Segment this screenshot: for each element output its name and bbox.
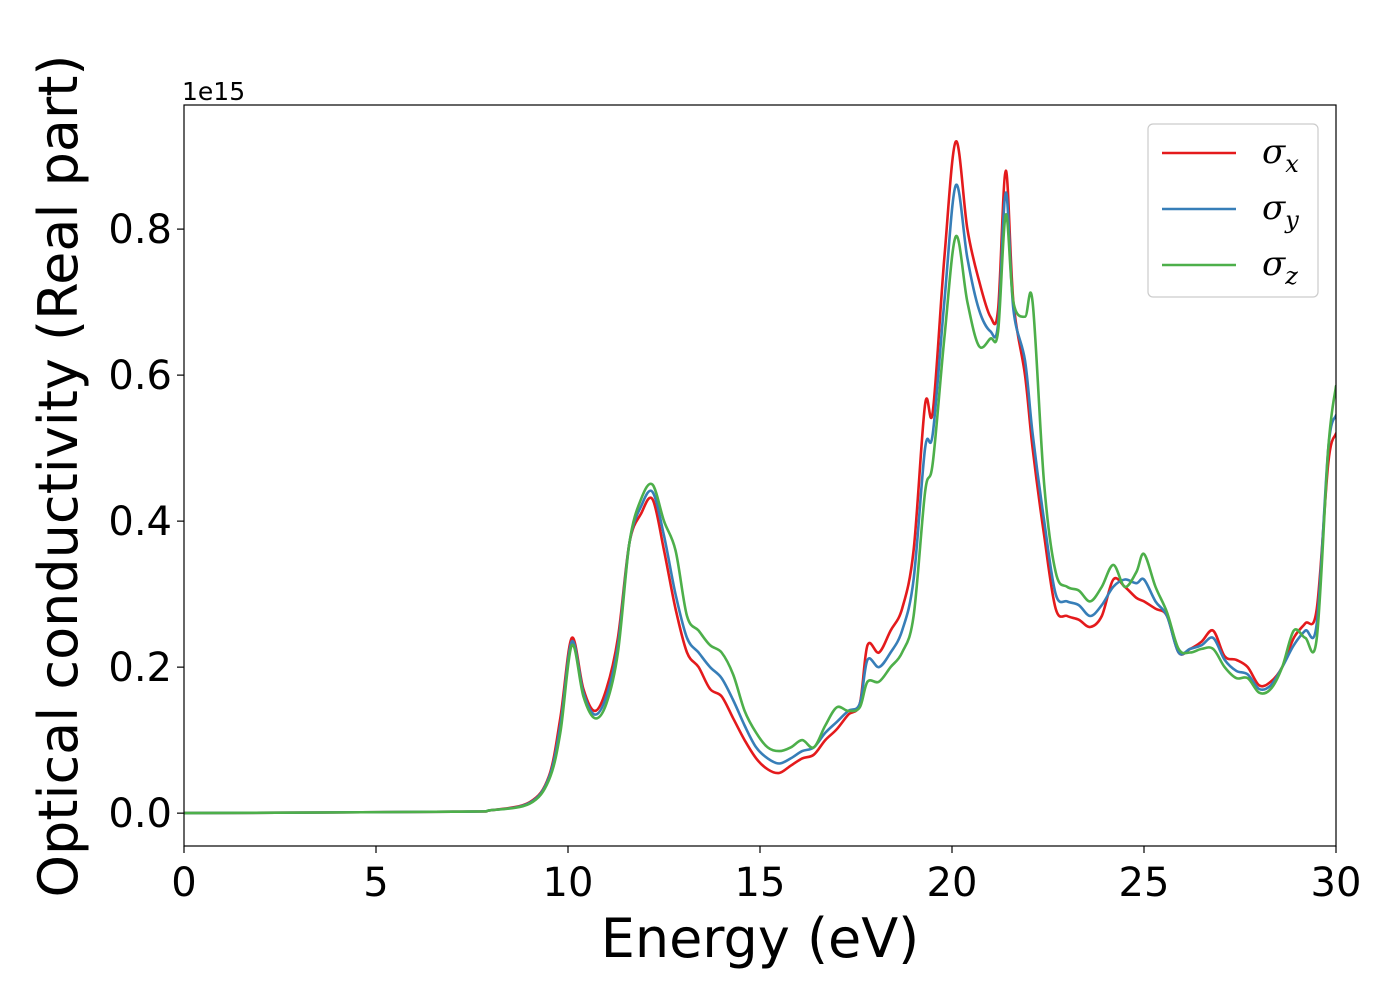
legend-label-base: σ bbox=[1262, 132, 1286, 172]
y-tick-label: 0.6 bbox=[108, 353, 172, 399]
legend-label-subscript: z bbox=[1284, 262, 1298, 290]
x-tick-label: 25 bbox=[1119, 860, 1170, 906]
legend-label-subscript: y bbox=[1284, 206, 1299, 234]
legend-label-z: σz bbox=[1262, 244, 1298, 290]
x-tick-label: 10 bbox=[543, 860, 594, 906]
legend-label-x: σx bbox=[1262, 132, 1299, 178]
x-tick-label: 15 bbox=[735, 860, 786, 906]
series-line-y bbox=[184, 183, 1336, 815]
y-tick-label: 0.2 bbox=[108, 645, 172, 691]
x-tick-label: 20 bbox=[927, 860, 978, 906]
series-layer bbox=[184, 140, 1336, 815]
legend-frame bbox=[1147, 123, 1319, 298]
y-tick-label: 0.4 bbox=[108, 499, 172, 545]
y-tick-label: 0.8 bbox=[108, 207, 172, 253]
plot-area bbox=[183, 104, 1337, 847]
x-axis-title: Energy (eV) bbox=[601, 907, 920, 970]
legend-label-subscript: x bbox=[1285, 150, 1299, 178]
x-tick-label: 0 bbox=[171, 860, 196, 906]
x-axis-ticks: 0 5 10 15 20 25 30 bbox=[171, 846, 1361, 906]
y-tick-label: 0.0 bbox=[108, 791, 172, 837]
legend-label-y: σy bbox=[1262, 188, 1299, 234]
legend-label-base: σ bbox=[1262, 244, 1286, 284]
x-tick-label: 30 bbox=[1311, 860, 1362, 906]
series-line-z bbox=[184, 213, 1336, 815]
y-axis-title: Optical conductivity (Real part) bbox=[27, 55, 90, 898]
y-axis-ticks: 0.0 0.2 0.4 0.6 0.8 bbox=[108, 207, 184, 837]
y-offset-label: 1e15 bbox=[182, 77, 245, 106]
legend-label-base: σ bbox=[1262, 188, 1286, 228]
x-tick-label: 5 bbox=[363, 860, 388, 906]
